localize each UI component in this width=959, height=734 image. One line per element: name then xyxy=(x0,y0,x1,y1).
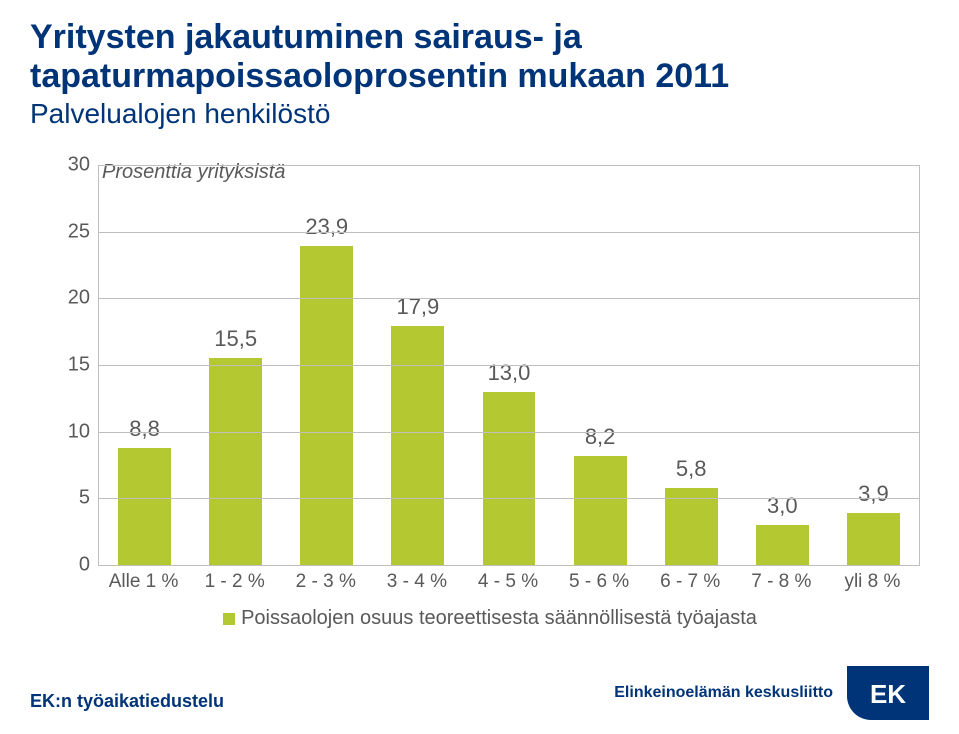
x-tick-label: Alle 1 % xyxy=(98,571,189,593)
bar: 17,9 xyxy=(391,326,444,565)
x-tick-label: 5 - 6 % xyxy=(554,571,645,593)
bar: 23,9 xyxy=(300,246,353,565)
gridline xyxy=(99,298,919,299)
y-tick-label: 0 xyxy=(50,554,90,577)
bar-value-label: 13,0 xyxy=(483,360,536,386)
bar-value-label: 5,8 xyxy=(665,456,718,482)
gridline xyxy=(99,365,919,366)
x-ticks: Alle 1 %1 - 2 %2 - 3 %3 - 4 %4 - 5 %5 - … xyxy=(98,571,918,597)
x-tick-label: yli 8 % xyxy=(827,571,918,593)
x-tick-label: 1 - 2 % xyxy=(189,571,280,593)
bar-value-label: 3,9 xyxy=(847,481,900,507)
bar-value-label: 8,8 xyxy=(118,416,171,442)
x-tick-label: 3 - 4 % xyxy=(371,571,462,593)
brand-badge: EK xyxy=(847,666,929,720)
bar-value-label: 23,9 xyxy=(300,214,353,240)
bar: 3,9 xyxy=(847,513,900,565)
y-tick-label: 25 xyxy=(50,220,90,243)
legend-label: Poissaolojen osuus teoreettisesta säännö… xyxy=(241,607,757,629)
y-tick-label: 15 xyxy=(50,354,90,377)
brand-name: Elinkeinoelämän keskusliitto xyxy=(614,684,833,702)
bar-value-label: 8,2 xyxy=(574,424,627,450)
slide-title-line2: tapaturmapoissaoloprosentin mukaan 2011 xyxy=(30,57,929,96)
gridline xyxy=(99,232,919,233)
bar: 8,2 xyxy=(574,456,627,565)
bar-value-label: 15,5 xyxy=(209,326,262,352)
gridline xyxy=(99,498,919,499)
gridline xyxy=(99,165,919,166)
legend: Poissaolojen osuus teoreettisesta säännö… xyxy=(50,607,930,630)
x-tick-label: 2 - 3 % xyxy=(280,571,371,593)
slide-subtitle: Palvelualojen henkilöstö xyxy=(30,98,929,130)
x-tick-label: 7 - 8 % xyxy=(736,571,827,593)
y-tick-label: 30 xyxy=(50,154,90,177)
brand-short: EK xyxy=(870,679,906,710)
bar: 15,5 xyxy=(209,358,262,565)
chart: Prosenttia yrityksistä 8,815,523,917,913… xyxy=(50,165,930,605)
bar-value-label: 3,0 xyxy=(756,493,809,519)
bar: 13,0 xyxy=(483,392,536,565)
brand-logo: Elinkeinoelämän keskusliitto EK xyxy=(614,666,929,720)
gridline xyxy=(99,432,919,433)
footer-text: EK:n työaikatiedustelu xyxy=(30,691,224,712)
x-tick-label: 4 - 5 % xyxy=(462,571,553,593)
bar: 8,8 xyxy=(118,448,171,565)
plot-area: 8,8 15,5 23,9 17,9 13,0 8,2 5,8 3,0 3,9 xyxy=(98,165,920,566)
bar: 3,0 xyxy=(756,525,809,565)
slide: Yritysten jakautuminen sairaus- ja tapat… xyxy=(0,0,959,734)
y-tick-label: 10 xyxy=(50,420,90,443)
y-tick-label: 20 xyxy=(50,287,90,310)
x-tick-label: 6 - 7 % xyxy=(645,571,736,593)
slide-title-line1: Yritysten jakautuminen sairaus- ja xyxy=(30,18,929,57)
y-tick-label: 5 xyxy=(50,487,90,510)
legend-swatch xyxy=(223,613,235,625)
